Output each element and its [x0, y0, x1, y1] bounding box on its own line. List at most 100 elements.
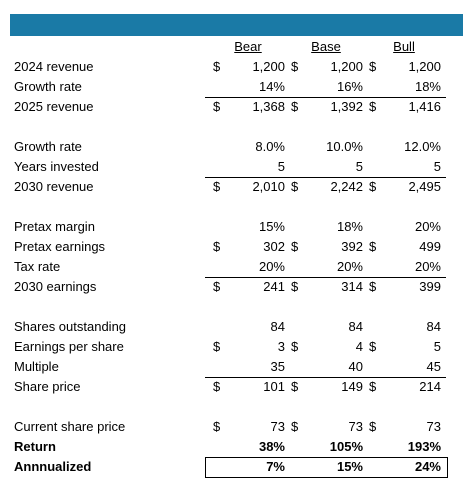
- cell-value: 5: [433, 159, 441, 174]
- row-label: Years invested: [14, 159, 99, 174]
- cell-value: 24%: [414, 459, 441, 474]
- row-label: Multiple: [14, 359, 59, 374]
- cell-value: 12.0%: [404, 139, 441, 154]
- cell-value: 1,368: [252, 99, 285, 114]
- cell-value: 2,495: [408, 179, 441, 194]
- row-label: Annnualized: [14, 459, 92, 474]
- row-label: Shares outstanding: [14, 319, 127, 334]
- cell-value: 10.0%: [326, 139, 363, 154]
- row-rule: [205, 377, 446, 378]
- cell-value: 84: [270, 319, 285, 334]
- currency-sign: $: [369, 419, 377, 434]
- cell-value: 3: [277, 339, 285, 354]
- cell-value: 1,392: [330, 99, 363, 114]
- cell-value: 15%: [258, 219, 285, 234]
- row-label: 2030 earnings: [14, 279, 97, 294]
- cell-value: 15%: [336, 459, 363, 474]
- cell-value: 1,200: [330, 59, 363, 74]
- currency-sign: $: [291, 59, 299, 74]
- cell-value: 193%: [407, 439, 441, 454]
- column-header: Bull: [393, 39, 415, 54]
- column-header: Bear: [234, 39, 262, 54]
- row-label: Return: [14, 439, 56, 454]
- currency-sign: $: [213, 339, 221, 354]
- cell-value: 499: [419, 239, 441, 254]
- currency-sign: $: [213, 379, 221, 394]
- cell-value: 5: [277, 159, 285, 174]
- row-rule: [205, 97, 446, 98]
- cell-value: 2,010: [252, 179, 285, 194]
- cell-value: 20%: [258, 259, 285, 274]
- cell-value: 392: [341, 239, 363, 254]
- cell-value: 4: [355, 339, 363, 354]
- currency-sign: $: [291, 179, 299, 194]
- cell-value: 38%: [258, 439, 285, 454]
- row-label: Pretax margin: [14, 219, 95, 234]
- cell-value: 7%: [266, 459, 285, 474]
- cell-value: 18%: [336, 219, 363, 234]
- cell-value: 5: [355, 159, 363, 174]
- row-label: Pretax earnings: [14, 239, 106, 254]
- cell-value: 73: [348, 419, 363, 434]
- currency-sign: $: [213, 99, 221, 114]
- currency-sign: $: [369, 279, 377, 294]
- cell-value: 101: [263, 379, 285, 394]
- row-rule: [205, 277, 446, 278]
- currency-sign: $: [291, 419, 299, 434]
- row-rule: [205, 177, 446, 178]
- currency-sign: $: [291, 99, 299, 114]
- header-bar: [10, 14, 463, 36]
- cell-value: 1,416: [408, 99, 441, 114]
- row-label: 2025 revenue: [14, 99, 94, 114]
- cell-value: 73: [270, 419, 285, 434]
- currency-sign: $: [213, 419, 221, 434]
- cell-value: 105%: [329, 439, 363, 454]
- currency-sign: $: [369, 99, 377, 114]
- cell-value: 399: [419, 279, 441, 294]
- currency-sign: $: [369, 339, 377, 354]
- currency-sign: $: [369, 179, 377, 194]
- currency-sign: $: [291, 239, 299, 254]
- cell-value: 20%: [414, 219, 441, 234]
- cell-value: 214: [419, 379, 441, 394]
- cell-value: 302: [263, 239, 285, 254]
- row-label: Growth rate: [14, 139, 82, 154]
- row-label: 2030 revenue: [14, 179, 94, 194]
- cell-value: 18%: [414, 79, 441, 94]
- row-label: Growth rate: [14, 79, 82, 94]
- currency-sign: $: [213, 239, 221, 254]
- row-label: Tax rate: [14, 259, 61, 274]
- cell-value: 1,200: [252, 59, 285, 74]
- currency-sign: $: [213, 279, 221, 294]
- cell-value: 84: [426, 319, 441, 334]
- row-label: Earnings per share: [14, 339, 124, 354]
- currency-sign: $: [369, 59, 377, 74]
- column-header: Base: [311, 39, 341, 54]
- currency-sign: $: [291, 379, 299, 394]
- cell-value: 314: [341, 279, 363, 294]
- cell-value: 149: [341, 379, 363, 394]
- row-label: 2024 revenue: [14, 59, 94, 74]
- row-label: Current share price: [14, 419, 126, 434]
- cell-value: 5: [433, 339, 441, 354]
- cell-value: 2,242: [330, 179, 363, 194]
- currency-sign: $: [291, 279, 299, 294]
- cell-value: 20%: [414, 259, 441, 274]
- row-label: Share price: [14, 379, 81, 394]
- cell-value: 84: [348, 319, 363, 334]
- currency-sign: $: [213, 179, 221, 194]
- cell-value: 1,200: [408, 59, 441, 74]
- cell-value: 73: [426, 419, 441, 434]
- cell-value: 8.0%: [255, 139, 285, 154]
- cell-value: 14%: [258, 79, 285, 94]
- cell-value: 20%: [336, 259, 363, 274]
- cell-value: 35: [270, 359, 285, 374]
- currency-sign: $: [291, 339, 299, 354]
- highlight-box: [205, 457, 448, 478]
- cell-value: 16%: [336, 79, 363, 94]
- cell-value: 40: [348, 359, 363, 374]
- currency-sign: $: [369, 239, 377, 254]
- currency-sign: $: [369, 379, 377, 394]
- cell-value: 241: [263, 279, 285, 294]
